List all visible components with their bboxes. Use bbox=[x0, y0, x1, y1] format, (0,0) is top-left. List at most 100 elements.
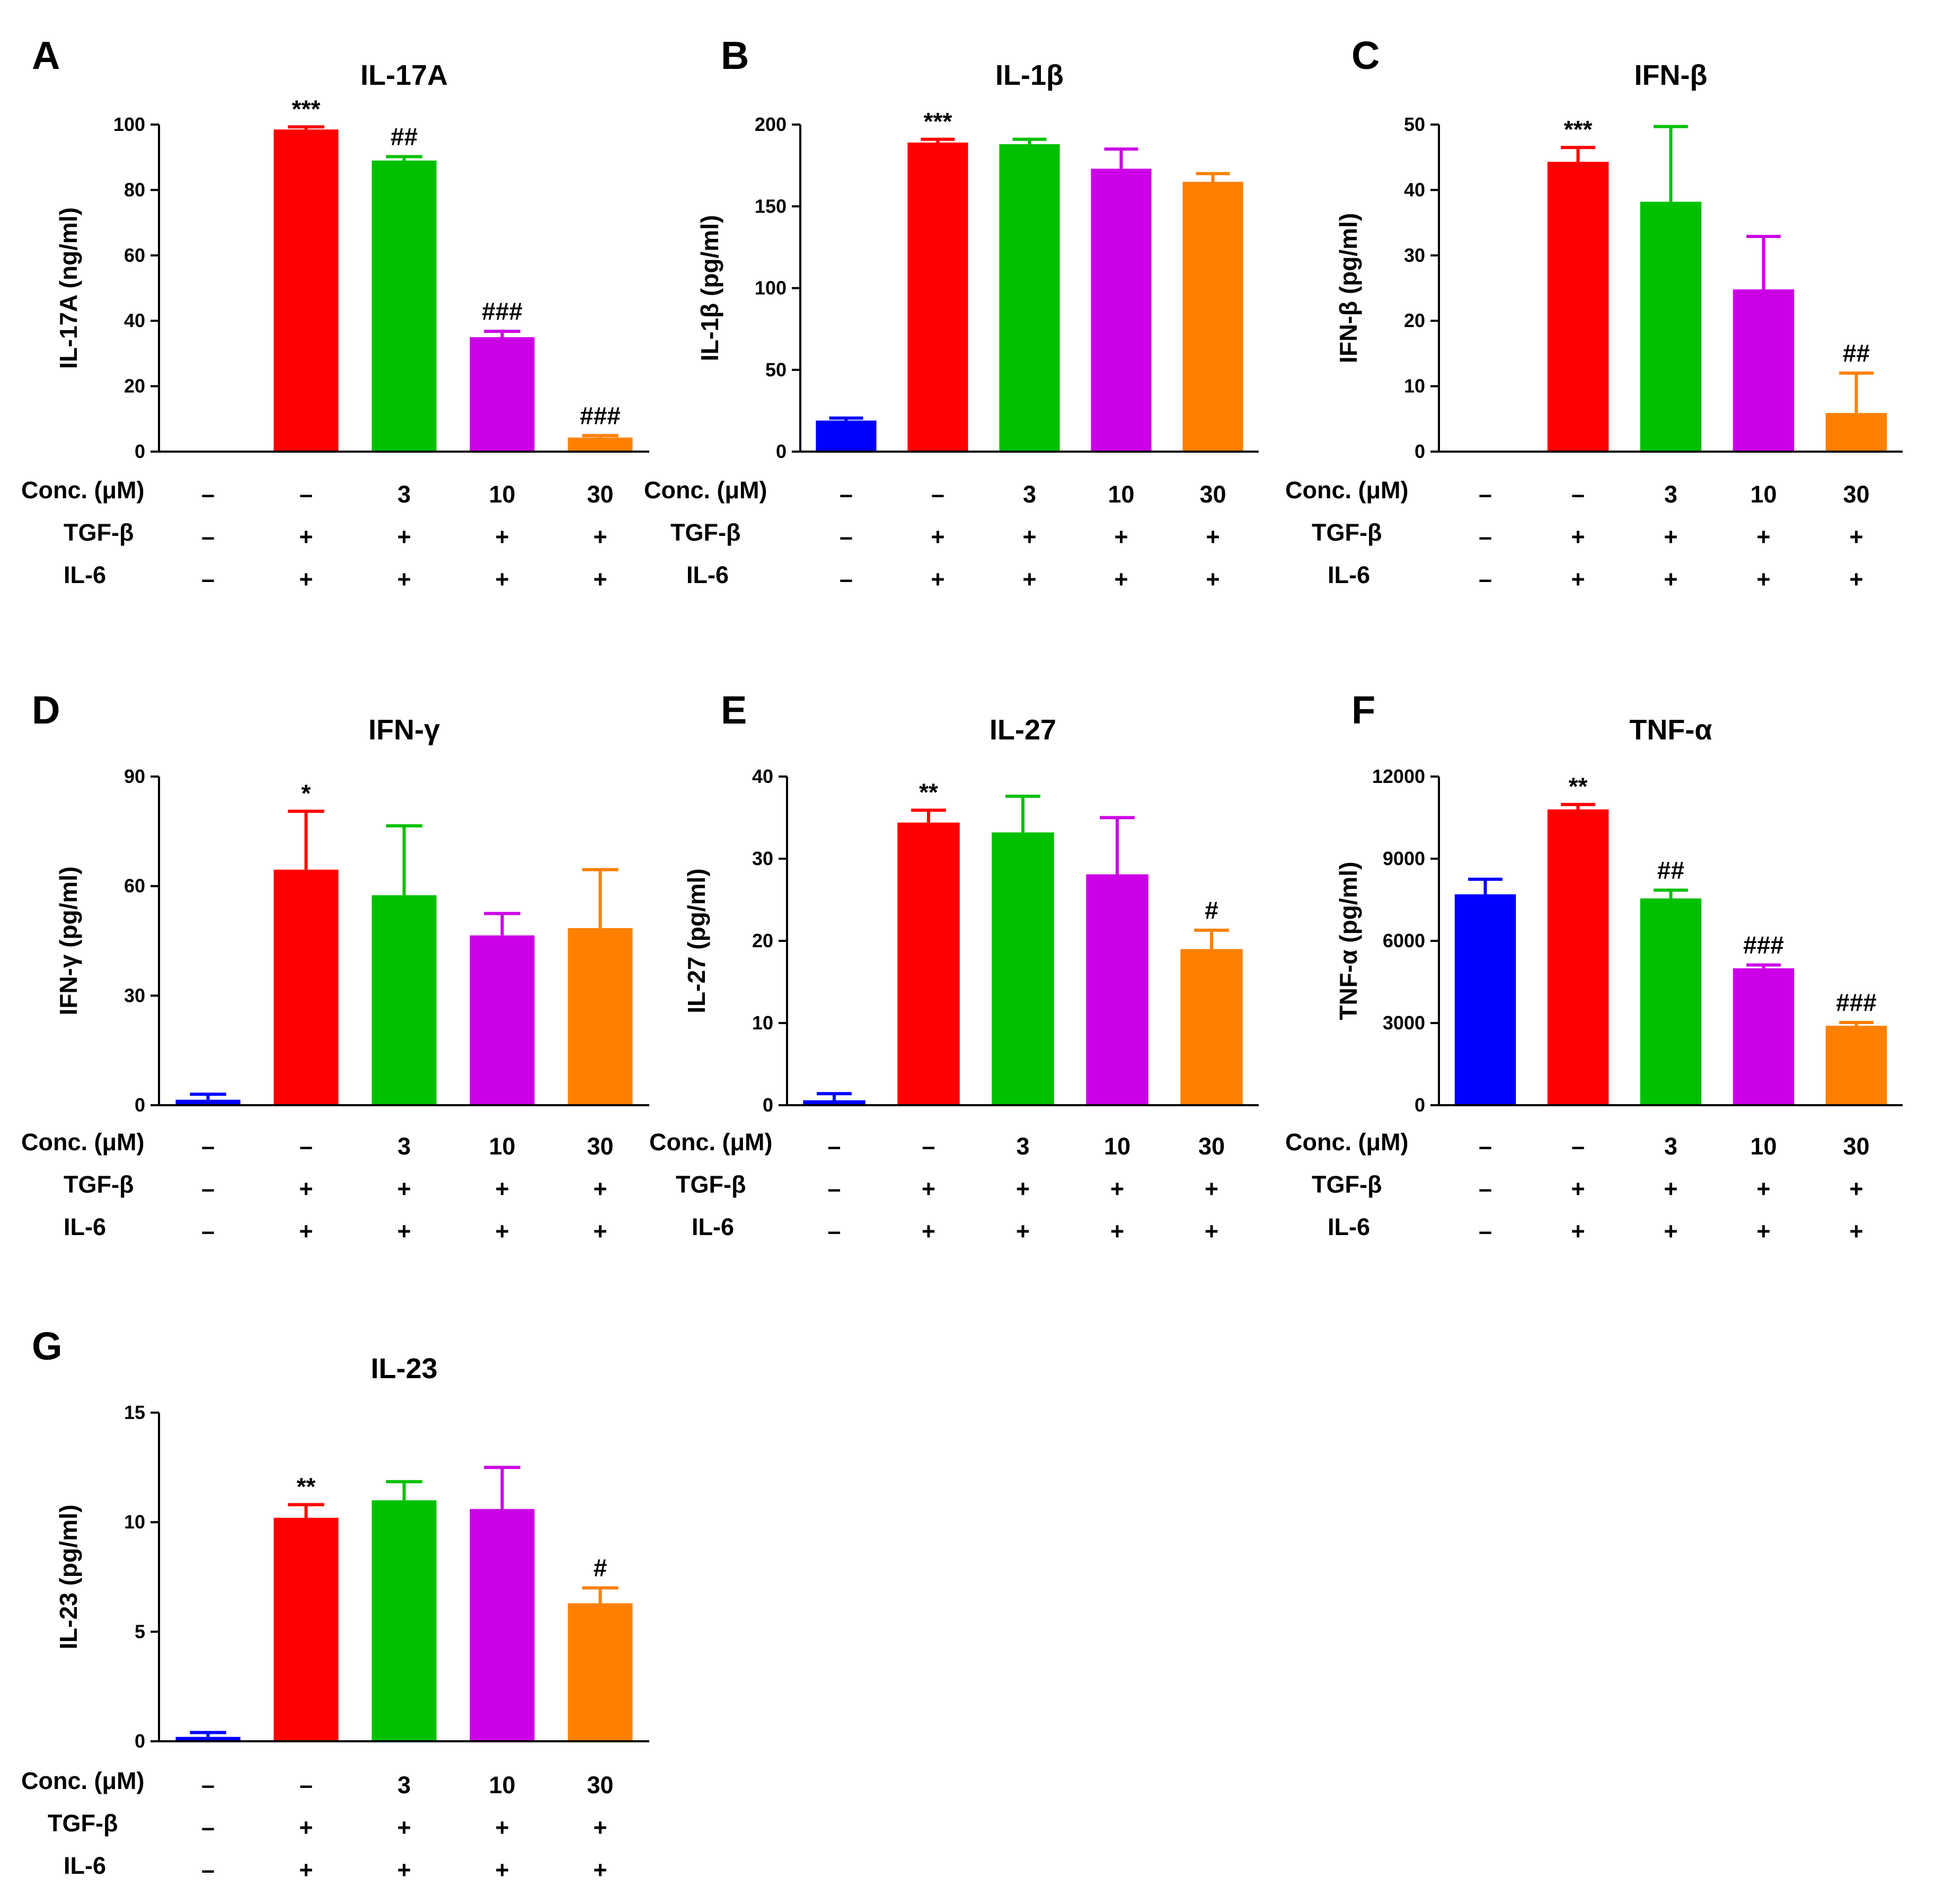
condition-value: – bbox=[840, 566, 853, 593]
y-tick-label: 5 bbox=[135, 1620, 145, 1642]
condition-value: + bbox=[1110, 1218, 1124, 1245]
condition-value: 10 bbox=[1104, 1133, 1130, 1160]
condition-value: + bbox=[1756, 1175, 1770, 1202]
y-tick-label: 0 bbox=[135, 1730, 145, 1752]
condition-value: + bbox=[299, 1814, 313, 1841]
condition-value: – bbox=[1479, 523, 1492, 550]
condition-value: – bbox=[840, 481, 853, 508]
condition-value: + bbox=[1110, 1175, 1124, 1202]
y-tick-label: 30 bbox=[752, 848, 773, 869]
y-tick-label: 30 bbox=[124, 984, 145, 1006]
condition-value: + bbox=[1849, 523, 1863, 550]
bar bbox=[372, 895, 437, 1105]
condition-value: 10 bbox=[489, 1133, 515, 1160]
condition-value: + bbox=[397, 1856, 411, 1883]
condition-value: 3 bbox=[1664, 481, 1677, 508]
chart-panel-c: C IFN-β IFN-β (pg/ml) *** ## 0 10 20 30 40 50 Conc.… bbox=[1285, 33, 1903, 593]
row-label: Conc. (μM) bbox=[21, 1767, 145, 1794]
bar bbox=[175, 1099, 241, 1105]
condition-value: 3 bbox=[1023, 481, 1036, 508]
condition-value: 30 bbox=[587, 1133, 613, 1160]
row-label: IL-6 bbox=[686, 561, 729, 588]
bar bbox=[273, 129, 339, 452]
bar bbox=[470, 935, 535, 1105]
condition-value: + bbox=[1114, 566, 1128, 593]
chart-title: TNF-α bbox=[1629, 714, 1712, 746]
significance-label: ** bbox=[919, 779, 938, 806]
y-tick-label: 10 bbox=[752, 1012, 773, 1034]
condition-value: + bbox=[495, 1175, 509, 1202]
condition-value: + bbox=[1849, 1175, 1863, 1202]
y-tick-label: 20 bbox=[124, 375, 145, 397]
row-label: TGF-β bbox=[670, 519, 740, 546]
significance-label: ** bbox=[297, 1473, 316, 1501]
condition-value: – bbox=[1479, 1218, 1492, 1245]
condition-value: + bbox=[1664, 1175, 1677, 1202]
significance-label: ### bbox=[1743, 931, 1784, 958]
condition-value: + bbox=[1022, 523, 1036, 550]
significance-label: ## bbox=[1657, 856, 1684, 884]
condition-value: – bbox=[1479, 1175, 1492, 1202]
row-label: Conc. (μM) bbox=[1285, 477, 1409, 504]
row-label: IL-6 bbox=[64, 561, 106, 588]
condition-value: + bbox=[397, 1175, 411, 1202]
y-tick-label: 100 bbox=[755, 277, 787, 299]
condition-value: – bbox=[299, 1133, 313, 1160]
condition-value: 3 bbox=[397, 481, 411, 508]
row-label: TGF-β bbox=[48, 1810, 118, 1837]
condition-value: – bbox=[931, 481, 944, 508]
y-tick-label: 90 bbox=[124, 765, 145, 787]
y-axis-label: IL-27 (pg/ml) bbox=[683, 868, 710, 1013]
chart-panel-b: B IL-1β IL-1β (pg/ml) *** 0 50 100 150 200 Conc. … bbox=[644, 33, 1259, 593]
y-axis-label: IFN-γ (pg/ml) bbox=[55, 866, 82, 1015]
bar bbox=[1640, 898, 1702, 1105]
condition-value: 30 bbox=[1843, 481, 1869, 508]
condition-value: 10 bbox=[1750, 481, 1777, 508]
condition-value: – bbox=[1571, 481, 1585, 508]
bar bbox=[273, 869, 339, 1105]
condition-value: + bbox=[1664, 1218, 1677, 1245]
condition-value: – bbox=[201, 481, 215, 508]
y-tick-label: 60 bbox=[124, 244, 145, 266]
condition-value: 10 bbox=[489, 481, 515, 508]
panel-letter: C bbox=[1351, 33, 1380, 77]
y-tick-label: 100 bbox=[113, 113, 145, 135]
y-tick-label: 200 bbox=[755, 113, 787, 135]
condition-value: – bbox=[201, 566, 215, 593]
bar bbox=[470, 1509, 535, 1741]
bar bbox=[1733, 289, 1795, 452]
row-label: TGF-β bbox=[676, 1171, 746, 1198]
bar bbox=[1640, 201, 1702, 452]
condition-value: + bbox=[495, 1218, 509, 1245]
panel-letter: B bbox=[721, 33, 749, 77]
condition-value: – bbox=[1479, 566, 1492, 593]
condition-value: + bbox=[299, 1218, 313, 1245]
condition-value: – bbox=[201, 1218, 215, 1245]
condition-value: – bbox=[827, 1175, 841, 1202]
condition-value: – bbox=[201, 1771, 215, 1799]
y-tick-label: 9000 bbox=[1383, 848, 1425, 869]
condition-value: – bbox=[201, 1856, 215, 1883]
condition-value: + bbox=[299, 523, 313, 550]
significance-label: *** bbox=[292, 95, 321, 122]
condition-value: + bbox=[397, 566, 411, 593]
chart-title: IL-17A bbox=[360, 59, 448, 91]
condition-value: + bbox=[1571, 523, 1585, 550]
panel-letter: A bbox=[32, 33, 60, 77]
condition-value: + bbox=[1571, 1175, 1585, 1202]
condition-value: + bbox=[495, 1814, 509, 1841]
y-axis-label: IFN-β (pg/ml) bbox=[1335, 213, 1362, 364]
condition-value: 10 bbox=[1750, 1133, 1777, 1160]
y-tick-label: 3000 bbox=[1383, 1012, 1425, 1034]
condition-value: + bbox=[1756, 1218, 1770, 1245]
condition-value: 30 bbox=[1198, 1133, 1225, 1160]
significance-label: *** bbox=[924, 108, 952, 135]
condition-value: + bbox=[593, 1218, 607, 1245]
row-label: TGF-β bbox=[64, 1171, 134, 1198]
row-label: Conc. (μM) bbox=[21, 1129, 145, 1156]
condition-value: – bbox=[201, 1133, 215, 1160]
y-tick-label: 0 bbox=[776, 440, 787, 462]
condition-value: – bbox=[299, 481, 313, 508]
y-tick-label: 0 bbox=[135, 1094, 145, 1116]
